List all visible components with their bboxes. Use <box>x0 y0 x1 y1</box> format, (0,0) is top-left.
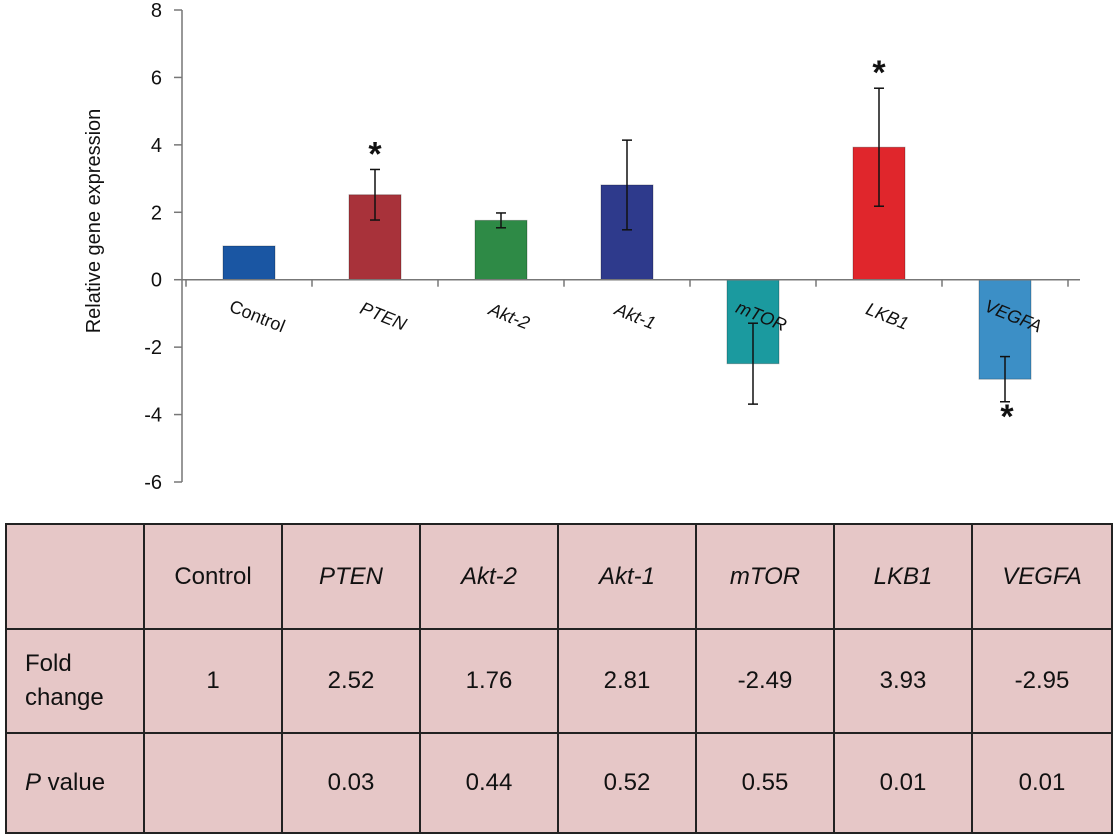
p-value-cell: 0.44 <box>419 732 559 834</box>
p-value-label: P value <box>5 732 145 834</box>
category-label-lkb1: LKB1 <box>863 299 911 334</box>
y-tick-label: -4 <box>144 405 162 427</box>
header-cell-mtor: mTOR <box>695 523 835 630</box>
significance-star: * <box>368 135 382 173</box>
header-cell-empty <box>5 523 145 630</box>
y-axis-title: Relative gene expression <box>83 109 105 334</box>
header-cell-lkb1: LKB1 <box>833 523 973 630</box>
header-cell-pten: PTEN <box>281 523 421 630</box>
y-tick-label: 6 <box>151 67 162 89</box>
p-symbol: P <box>25 769 42 796</box>
significance-star: * <box>1000 398 1014 436</box>
y-tick-label: -2 <box>144 337 162 359</box>
y-tick-label: 8 <box>151 0 162 22</box>
fold-cell: -2.49 <box>695 628 835 734</box>
header-cell-vegfa: VEGFA <box>971 523 1113 630</box>
fold-label-line2: change <box>25 684 104 711</box>
header-cell-akt1: Akt-1 <box>557 523 697 630</box>
bar-control <box>222 245 276 281</box>
p-value-word: value <box>41 769 106 796</box>
significance-star: * <box>872 54 886 92</box>
y-tick-label: 0 <box>151 270 162 292</box>
fold-label-line1: Fold <box>25 650 72 677</box>
p-value-cell: 0.03 <box>281 732 421 834</box>
fold-cell: 1 <box>143 628 283 734</box>
fold-cell: 3.93 <box>833 628 973 734</box>
header-cell-control: Control <box>143 523 283 630</box>
table-header-row: Control PTEN Akt-2 Akt-1 mTOR LKB1 VEGFA <box>5 523 1113 630</box>
fold-cell: 2.52 <box>281 628 421 734</box>
p-value-cell: 0.55 <box>695 732 835 834</box>
category-label-akt-2: Akt-2 <box>485 299 532 334</box>
category-label-control: Control <box>227 296 288 336</box>
bar-chart: 8 6 4 2 0 -2 -4 -6 Relative gene expression * * * Co… <box>83 0 1080 494</box>
p-value-cell: 0.01 <box>833 732 973 834</box>
y-tick-label: 2 <box>151 202 162 224</box>
p-value-cell: 0.52 <box>557 732 697 834</box>
y-tick-label: -6 <box>144 472 162 494</box>
fold-cell: -2.95 <box>971 628 1113 734</box>
p-value-row: P value 0.03 0.44 0.52 0.55 0.01 0.01 <box>5 732 1113 834</box>
category-label-akt-1: Akt-1 <box>611 299 658 334</box>
fold-change-table: Control PTEN Akt-2 Akt-1 mTOR LKB1 VEGFA… <box>5 523 1113 834</box>
header-cell-akt2: Akt-2 <box>419 523 559 630</box>
y-tick-label: 4 <box>151 135 162 157</box>
fold-change-row: Fold change 1 2.52 1.76 2.81 -2.49 3.93 -… <box>5 628 1113 734</box>
fold-change-label: Fold change <box>5 628 145 734</box>
bar-akt-2 <box>474 219 528 281</box>
category-label-pten: PTEN <box>357 298 410 335</box>
p-value-cell <box>143 732 283 834</box>
fold-cell: 1.76 <box>419 628 559 734</box>
fold-cell: 2.81 <box>557 628 697 734</box>
p-value-cell: 0.01 <box>971 732 1113 834</box>
